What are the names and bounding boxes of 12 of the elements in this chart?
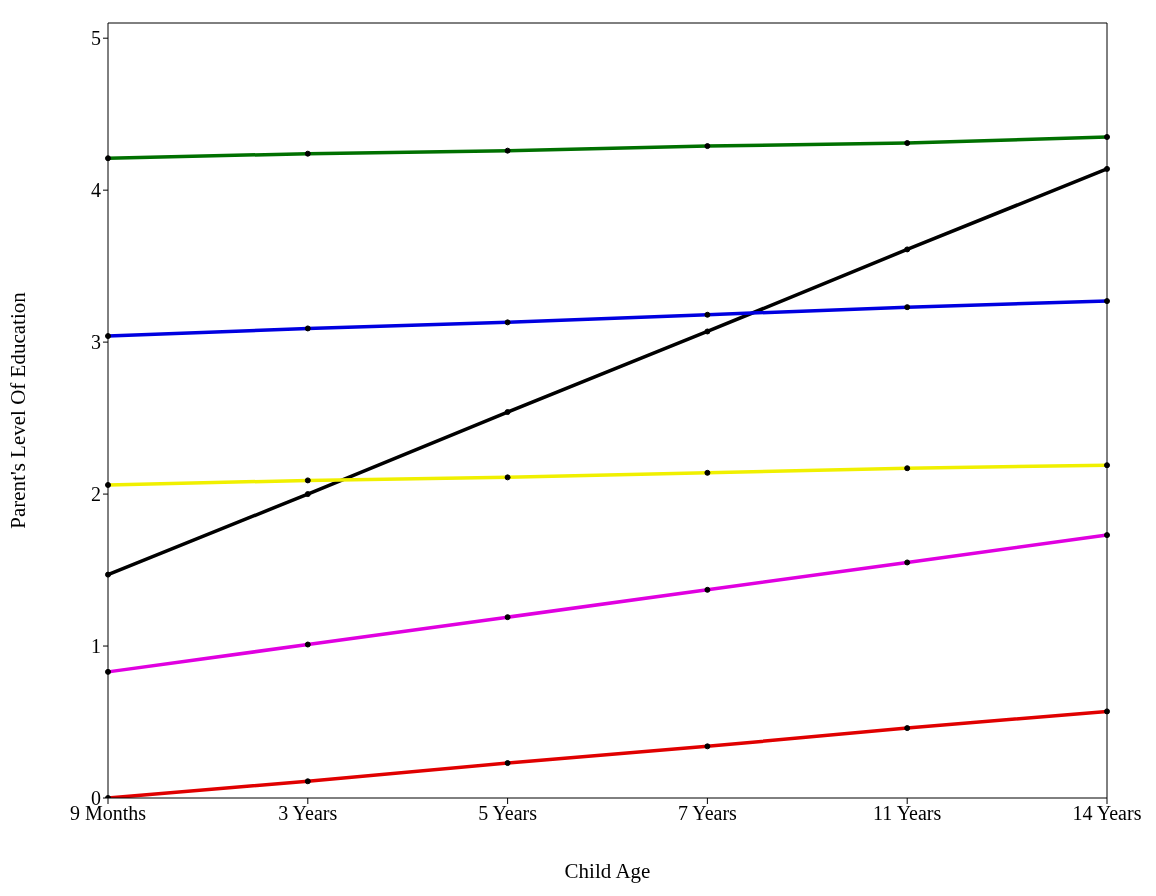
x-tick-label: 3 Years bbox=[278, 802, 338, 825]
y-tick-label: 3 bbox=[91, 331, 101, 354]
x-axis-title: Child Age bbox=[564, 859, 651, 883]
x-tick-label: 11 Years bbox=[873, 802, 942, 825]
y-axis-title: Parent's Level Of Education bbox=[6, 291, 31, 529]
x-tick-label: 7 Years bbox=[677, 802, 738, 825]
y-tick-label: 1 bbox=[91, 635, 101, 658]
x-tick-label: 14 Years bbox=[1072, 802, 1142, 825]
y-tick-label: 4 bbox=[91, 179, 101, 202]
y-tick-label: 2 bbox=[91, 483, 101, 506]
y-tick-label: 5 bbox=[91, 27, 101, 50]
x-tick-label: 5 Years bbox=[478, 802, 538, 825]
